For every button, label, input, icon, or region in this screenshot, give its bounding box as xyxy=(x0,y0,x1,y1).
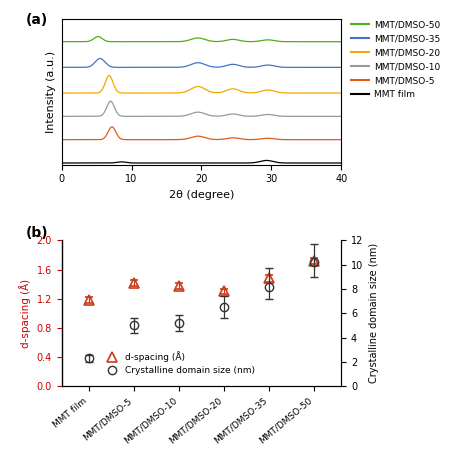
MMT/DMSO-50 xyxy=(178,39,184,44)
MMT film xyxy=(264,158,269,163)
MMT/DMSO-35 xyxy=(107,64,113,69)
MMT/DMSO-10 xyxy=(107,98,113,104)
MMT film xyxy=(91,160,96,166)
MMT/DMSO-10 xyxy=(59,114,64,119)
MMT film xyxy=(333,160,339,166)
Legend: MMT/DMSO-50, MMT/DMSO-35, MMT/DMSO-20, MMT/DMSO-10, MMT/DMSO-5, MMT film: MMT/DMSO-50, MMT/DMSO-35, MMT/DMSO-20, M… xyxy=(351,20,440,99)
Y-axis label: Intensity (a.u.): Intensity (a.u.) xyxy=(46,51,56,133)
MMT/DMSO-50 xyxy=(303,39,309,45)
MMT film xyxy=(166,160,172,166)
Line: MMT/DMSO-5: MMT/DMSO-5 xyxy=(62,127,341,140)
MMT/DMSO-5 xyxy=(107,125,113,131)
MMT/DMSO-20 xyxy=(107,73,113,79)
MMT/DMSO-50 xyxy=(95,34,101,40)
MMT/DMSO-5 xyxy=(109,124,115,130)
MMT/DMSO-50 xyxy=(59,39,64,45)
MMT/DMSO-20 xyxy=(333,90,339,96)
MMT/DMSO-10 xyxy=(178,114,184,119)
MMT film xyxy=(338,160,344,166)
MMT/DMSO-20 xyxy=(59,90,64,96)
Text: (a): (a) xyxy=(25,13,47,27)
MMT/DMSO-35 xyxy=(333,65,339,70)
MMT/DMSO-35 xyxy=(97,56,103,61)
Y-axis label: d-spacing (Å): d-spacing (Å) xyxy=(19,279,31,348)
MMT/DMSO-10 xyxy=(303,114,309,119)
MMT/DMSO-35 xyxy=(338,65,344,70)
MMT/DMSO-20 xyxy=(166,90,172,96)
X-axis label: 2θ (degree): 2θ (degree) xyxy=(169,190,234,200)
MMT/DMSO-20 xyxy=(178,90,184,96)
Line: MMT/DMSO-50: MMT/DMSO-50 xyxy=(62,37,341,42)
MMT/DMSO-20 xyxy=(338,90,344,96)
Line: MMT film: MMT film xyxy=(62,161,341,163)
Y-axis label: Crystalline domain size (nm): Crystalline domain size (nm) xyxy=(369,243,379,383)
MMT/DMSO-5 xyxy=(178,137,184,142)
Line: MMT/DMSO-10: MMT/DMSO-10 xyxy=(62,101,341,116)
MMT/DMSO-20 xyxy=(91,90,96,96)
MMT film xyxy=(303,160,309,166)
MMT/DMSO-20 xyxy=(106,73,112,78)
MMT/DMSO-5 xyxy=(59,137,64,143)
MMT/DMSO-10 xyxy=(333,114,339,119)
MMT film xyxy=(59,160,64,166)
Line: MMT/DMSO-35: MMT/DMSO-35 xyxy=(62,58,341,67)
MMT/DMSO-5 xyxy=(166,137,172,143)
MMT/DMSO-50 xyxy=(338,39,344,45)
MMT/DMSO-35 xyxy=(59,65,64,70)
MMT/DMSO-50 xyxy=(333,39,339,45)
MMT/DMSO-5 xyxy=(303,137,309,143)
MMT/DMSO-10 xyxy=(108,98,113,104)
MMT/DMSO-10 xyxy=(91,114,96,119)
MMT/DMSO-35 xyxy=(303,65,309,70)
MMT/DMSO-20 xyxy=(303,90,309,96)
Legend: d-spacing (Å), Crystalline domain size (nm): d-spacing (Å), Crystalline domain size (… xyxy=(100,347,258,379)
MMT film xyxy=(107,160,113,166)
MMT/DMSO-10 xyxy=(166,114,172,119)
MMT/DMSO-10 xyxy=(338,114,344,119)
MMT/DMSO-50 xyxy=(91,36,96,41)
MMT/DMSO-5 xyxy=(333,137,339,143)
MMT/DMSO-5 xyxy=(91,137,96,143)
MMT/DMSO-50 xyxy=(166,39,172,45)
MMT/DMSO-35 xyxy=(178,64,184,70)
MMT/DMSO-35 xyxy=(319,65,324,70)
MMT/DMSO-50 xyxy=(107,39,113,44)
MMT film xyxy=(178,160,184,166)
MMT/DMSO-5 xyxy=(338,137,344,143)
MMT/DMSO-35 xyxy=(166,65,172,70)
Text: (b): (b) xyxy=(25,226,48,240)
MMT/DMSO-35 xyxy=(91,61,96,66)
Line: MMT/DMSO-20: MMT/DMSO-20 xyxy=(62,75,341,93)
